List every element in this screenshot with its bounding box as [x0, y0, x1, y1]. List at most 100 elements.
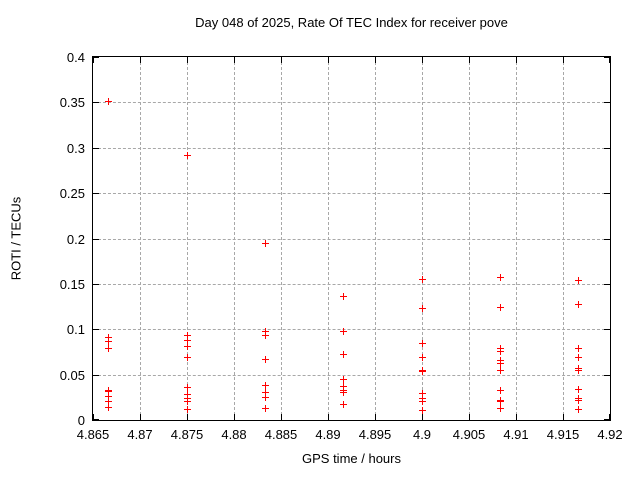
x-tick-label: 4.91	[503, 427, 529, 442]
data-point	[183, 391, 191, 399]
x-tick-label: 4.88	[221, 427, 247, 442]
x-tick-mark	[375, 414, 376, 420]
y-tick-label: 0.3	[66, 141, 85, 156]
y-tick-mark	[93, 148, 99, 149]
y-tick-mark	[604, 193, 610, 194]
x-tick-mark	[93, 414, 94, 420]
y-tick-mark	[93, 239, 99, 240]
data-point	[418, 390, 426, 398]
data-point	[261, 239, 269, 247]
chart-title: Day 048 of 2025, Rate Of TEC Index for r…	[195, 15, 508, 30]
data-point	[105, 388, 113, 396]
x-tick-mark	[93, 57, 94, 63]
data-point	[575, 367, 583, 375]
data-point	[496, 360, 504, 368]
y-tick-mark	[604, 419, 610, 420]
data-point	[575, 353, 583, 361]
x-gridline	[422, 57, 423, 420]
data-point	[496, 274, 504, 282]
x-tick-mark	[563, 57, 564, 63]
data-point	[418, 275, 426, 283]
y-gridline	[93, 284, 610, 285]
data-point	[261, 393, 269, 401]
x-tick-mark	[469, 57, 470, 63]
y-tick-label: 0.25	[59, 186, 85, 201]
x-tick-mark	[234, 414, 235, 420]
data-point	[261, 382, 269, 389]
x-tick-mark	[469, 414, 470, 420]
data-point	[496, 344, 504, 352]
x-tick-label: 4.905	[452, 427, 486, 442]
plot-area	[92, 56, 611, 421]
x-tick-mark	[328, 57, 329, 63]
x-tick-mark	[140, 57, 141, 63]
y-tick-mark	[604, 148, 610, 149]
data-point	[496, 348, 504, 356]
data-point	[340, 327, 348, 335]
data-point	[105, 97, 113, 105]
x-tick-label: 4.92	[597, 427, 623, 442]
y-tick-mark	[604, 284, 610, 285]
data-point	[575, 396, 583, 404]
data-point	[183, 405, 191, 413]
data-point	[418, 353, 426, 361]
x-gridline	[140, 57, 141, 420]
x-tick-mark	[281, 414, 282, 420]
x-gridline	[563, 57, 564, 420]
x-gridline	[469, 57, 470, 420]
y-gridline	[93, 239, 610, 240]
y-tick-label: 0.15	[59, 277, 85, 292]
data-point	[496, 303, 504, 311]
x-tick-mark	[140, 414, 141, 420]
x-gridline	[516, 57, 517, 420]
data-point	[261, 332, 269, 340]
x-tick-label: 4.895	[358, 427, 392, 442]
data-point	[105, 398, 113, 406]
data-point	[418, 340, 426, 348]
data-point	[261, 355, 269, 363]
x-tick-mark	[234, 57, 235, 63]
data-point	[340, 382, 348, 390]
y-tick-mark	[93, 419, 99, 420]
x-tick-mark	[187, 414, 188, 420]
y-tick-mark	[604, 239, 610, 240]
data-point	[496, 404, 504, 412]
x-tick-mark	[422, 414, 423, 420]
data-point	[496, 398, 504, 406]
y-gridline	[93, 193, 610, 194]
x-tick-mark	[328, 414, 329, 420]
x-tick-mark	[563, 414, 564, 420]
y-gridline	[93, 375, 610, 376]
x-tick-mark	[609, 57, 610, 63]
x-gridline	[328, 57, 329, 420]
x-tick-label: 4.885	[264, 427, 298, 442]
y-tick-label: 0.2	[66, 232, 85, 247]
x-gridline	[375, 57, 376, 420]
data-point	[183, 353, 191, 361]
y-tick-label: 0.1	[66, 322, 85, 337]
data-point	[575, 301, 583, 309]
data-point	[340, 351, 348, 359]
y-tick-mark	[93, 57, 99, 58]
data-point	[418, 394, 426, 402]
x-tick-label: 4.915	[546, 427, 580, 442]
x-tick-mark	[281, 57, 282, 63]
y-gridline	[93, 148, 610, 149]
y-tick-mark	[93, 375, 99, 376]
y-gridline	[93, 329, 610, 330]
y-tick-mark	[93, 193, 99, 194]
data-point	[183, 342, 191, 350]
y-tick-label: 0	[77, 413, 85, 428]
data-point	[183, 398, 191, 406]
data-point	[261, 389, 269, 397]
data-point	[340, 375, 348, 383]
y-tick-mark	[93, 102, 99, 103]
y-tick-mark	[604, 375, 610, 376]
y-tick-mark	[604, 57, 610, 58]
y-tick-mark	[93, 284, 99, 285]
x-tick-mark	[375, 57, 376, 63]
data-point	[496, 386, 504, 394]
data-point	[261, 327, 269, 335]
data-point	[575, 276, 583, 284]
